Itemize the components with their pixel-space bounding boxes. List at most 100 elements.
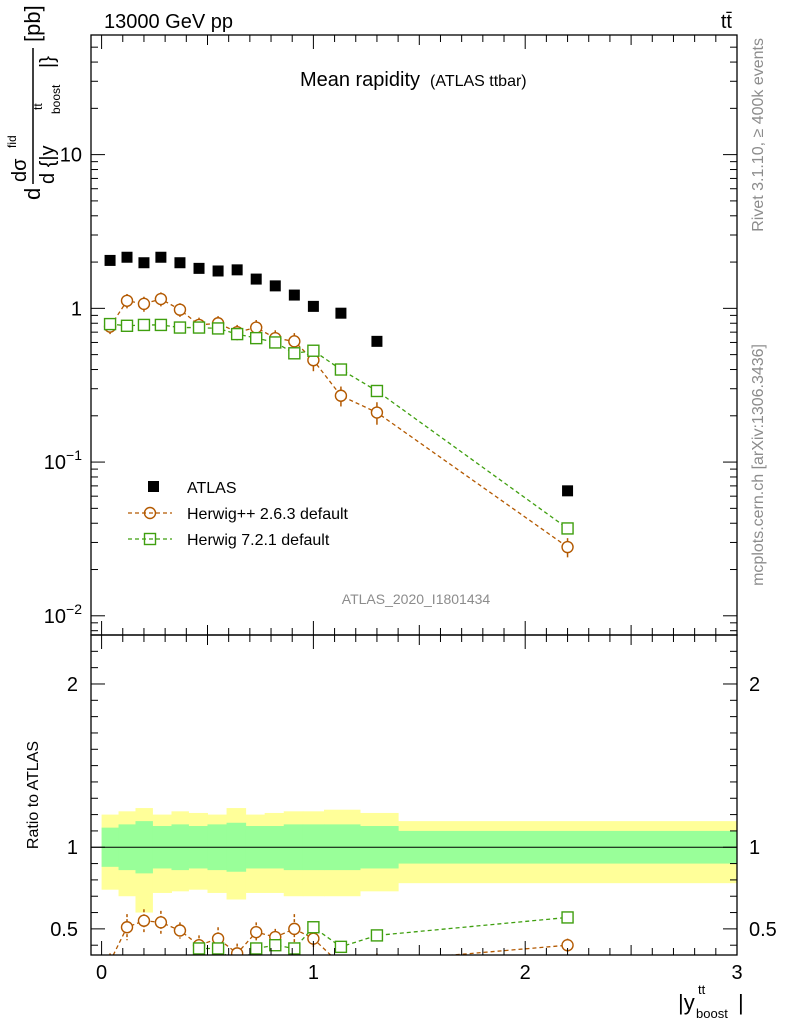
herwig7-point — [370, 384, 384, 398]
series-line — [109, 323, 568, 529]
legend-herwig7-label: Herwig 7.2.1 default — [187, 532, 330, 549]
ratio-series — [109, 909, 574, 970]
rivet-version-label: Rivet 3.1.10, ≥ 400k events — [750, 38, 767, 232]
herwigpp-point — [561, 540, 574, 554]
herwigpp-point — [173, 303, 187, 316]
herwig7-point — [120, 319, 134, 332]
legend-herwig7-marker — [143, 532, 157, 546]
ratio-herwig7-point — [334, 940, 348, 954]
ratio-ticks — [91, 634, 738, 955]
legend: ATLAS Herwig++ 2.6.3 default Herwig 7.2.… — [128, 480, 349, 549]
herwig7-point — [103, 317, 117, 331]
atlas-point — [307, 300, 319, 312]
x-tick-label: 3 — [731, 962, 742, 984]
atlas-point — [174, 257, 186, 269]
ratio-y-tick-labels: 0.5 0.5 1 1 2 2 — [50, 674, 777, 941]
ylabel-dsigma: dσ — [9, 158, 31, 182]
ratio-herwig7-point — [232, 959, 243, 970]
atlas-point — [231, 264, 243, 276]
main-y-tick-label: 10 — [60, 145, 82, 167]
herwigpp-point — [288, 335, 301, 348]
x-tick-label: 2 — [520, 962, 531, 984]
ratio-herwig7-point — [269, 939, 282, 952]
herwigpp-point — [250, 321, 263, 334]
ylabel-unit: [pb] — [20, 5, 45, 42]
ylabel-denom-sub: boost — [49, 84, 63, 114]
herwig7-point — [137, 318, 151, 332]
herwig7-point — [192, 321, 206, 334]
xlabel-main: |y — [678, 990, 695, 1015]
atlas-point — [371, 335, 383, 347]
herwig7-point — [288, 347, 301, 360]
atlas-point — [335, 307, 347, 319]
ratio-herwigpp-point — [230, 947, 244, 955]
legend-atlas-marker — [148, 481, 159, 492]
herwigpp-point — [120, 294, 134, 307]
ratio-herwigpp-point — [371, 956, 382, 967]
herwig7-point — [334, 363, 348, 376]
atlas-point — [138, 257, 150, 269]
xlabel-close: | — [738, 990, 744, 1015]
x-axis-label: |y tt boost | — [678, 982, 744, 1021]
main-ticks — [91, 34, 738, 635]
herwigpp-point — [137, 297, 151, 311]
ylabel-fid: fid — [5, 135, 19, 148]
ratio-herwig7-point — [250, 942, 263, 955]
ratio-y-tick-label-right: 0.5 — [749, 919, 777, 941]
plot-title: Mean rapidity — [300, 69, 420, 91]
xlabel-sup: tt — [698, 982, 706, 997]
main-y-tick-labels: 10 1 10−1 10−2 — [44, 145, 82, 628]
atlas-point — [250, 273, 262, 285]
atlas-point — [104, 254, 116, 266]
legend-atlas-label: ATLAS — [187, 480, 237, 497]
ratio-herwigpp-point — [173, 924, 187, 937]
main-series — [103, 251, 574, 558]
ratio-y-tick-label-left: 0.5 — [50, 919, 78, 941]
ylabel-denom: d {|y — [37, 145, 59, 184]
main-y-tick-exponent: −1 — [66, 447, 82, 463]
atlas-point — [121, 251, 133, 263]
main-y-tick-label: 10−1 — [44, 447, 82, 474]
x-tick-label: 0 — [96, 962, 107, 984]
atlas-point — [562, 485, 574, 497]
herwig7-point — [307, 344, 320, 357]
ylabel-d: d — [20, 188, 45, 200]
ratio-y-axis-label: Ratio to ATLAS — [25, 741, 42, 849]
ratio-herwig7-point — [211, 942, 225, 955]
legend-herwigpp-marker — [143, 506, 157, 520]
atlas-point — [288, 289, 300, 301]
process-label: tt̄ — [721, 11, 733, 33]
herwigpp-point — [154, 292, 168, 306]
ratio-y-tick-label-right: 1 — [749, 837, 760, 859]
plot-subtitle: (ATLAS ttbar) — [430, 73, 527, 90]
atlas-point — [269, 280, 281, 292]
main-y-tick-exponent: −2 — [66, 601, 82, 617]
analysis-label: ATLAS_2020_I1801434 — [342, 591, 491, 607]
ylabel-denom-close: |} — [37, 56, 59, 68]
herwig7-point — [269, 336, 282, 349]
atlas-point — [193, 262, 205, 274]
source-label: mcplots.cern.ch [arXiv:1306.3436] — [750, 344, 767, 586]
ratio-herwig7-point — [370, 929, 384, 942]
x-tick-labels: 0 1 2 3 — [96, 962, 743, 984]
ratio-y-tick-label-left: 2 — [67, 674, 78, 696]
ratio-bands — [101, 808, 737, 913]
herwig7-point — [230, 327, 244, 341]
herwig7-point — [154, 318, 168, 332]
legend-herwigpp-label: Herwig++ 2.6.3 default — [187, 506, 349, 523]
series-line — [109, 298, 568, 548]
main-y-axis-label: d dσ fid d {|y tt boost |} [pb] — [5, 5, 63, 200]
ratio-herwig7-point — [561, 911, 574, 924]
ratio-herwigpp-point — [250, 925, 263, 939]
ratio-panel: 0.5 0.5 1 1 2 2 0 1 2 3 Ratio to ATLAS |y tt boo… — [25, 634, 777, 1021]
atlas-point — [212, 265, 224, 277]
energy-label: 13000 GeV pp — [104, 11, 233, 33]
x-tick-label: 1 — [308, 962, 319, 984]
ratio-y-tick-label-right: 2 — [749, 674, 760, 696]
ratio-series-line — [199, 916, 568, 955]
xlabel-sub: boost — [696, 1006, 728, 1021]
ratio-herwig7-point — [307, 921, 320, 934]
main-y-tick-label: 10−2 — [44, 601, 82, 628]
